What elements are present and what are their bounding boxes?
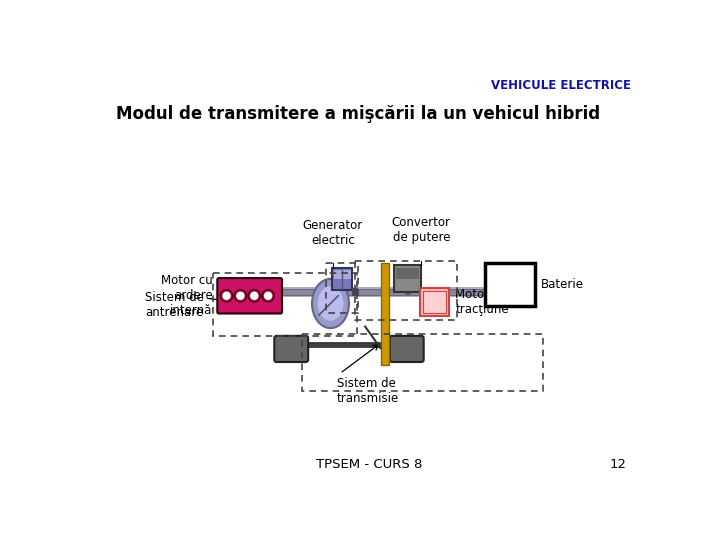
Bar — [381, 264, 390, 365]
Bar — [281, 287, 485, 296]
Bar — [302, 334, 543, 390]
Bar — [306, 342, 423, 347]
Circle shape — [262, 289, 274, 302]
Bar — [394, 265, 421, 292]
Bar — [281, 289, 485, 295]
Circle shape — [264, 292, 272, 300]
FancyBboxPatch shape — [390, 336, 423, 362]
Ellipse shape — [318, 286, 343, 321]
Bar — [326, 264, 359, 313]
Circle shape — [248, 289, 261, 302]
Text: TPSEM - CURS 8: TPSEM - CURS 8 — [316, 458, 422, 471]
Text: Convertor
de putere: Convertor de putere — [392, 216, 451, 244]
Bar — [352, 288, 359, 296]
Circle shape — [222, 292, 231, 300]
Circle shape — [234, 289, 246, 302]
Circle shape — [220, 289, 233, 302]
FancyBboxPatch shape — [274, 336, 308, 362]
Text: Motor cu
ardere
internă: Motor cu ardere internă — [161, 274, 212, 318]
Text: Motor de
tracţiune: Motor de tracţiune — [455, 288, 509, 316]
Bar — [423, 291, 446, 313]
FancyBboxPatch shape — [217, 278, 282, 314]
Text: Sistem de
antrenare: Sistem de antrenare — [145, 291, 204, 319]
Text: Sistem de
transmisie: Sistem de transmisie — [337, 377, 399, 404]
Bar — [485, 264, 534, 306]
Text: VEHICULE ELECTRICE: VEHICULE ELECTRICE — [491, 79, 631, 92]
Bar — [396, 268, 418, 279]
Bar — [333, 269, 351, 279]
Bar — [420, 288, 449, 316]
Circle shape — [250, 292, 258, 300]
Circle shape — [236, 292, 245, 300]
Text: Generator
electric: Generator electric — [302, 219, 363, 247]
Bar — [332, 268, 352, 289]
Text: Modul de transmitere a mişcării la un vehicul hibrid: Modul de transmitere a mişcării la un ve… — [117, 105, 600, 123]
Bar — [355, 261, 456, 320]
Ellipse shape — [312, 279, 349, 328]
Bar — [212, 273, 356, 336]
Text: Baterie: Baterie — [541, 278, 584, 291]
Text: 12: 12 — [610, 458, 627, 471]
